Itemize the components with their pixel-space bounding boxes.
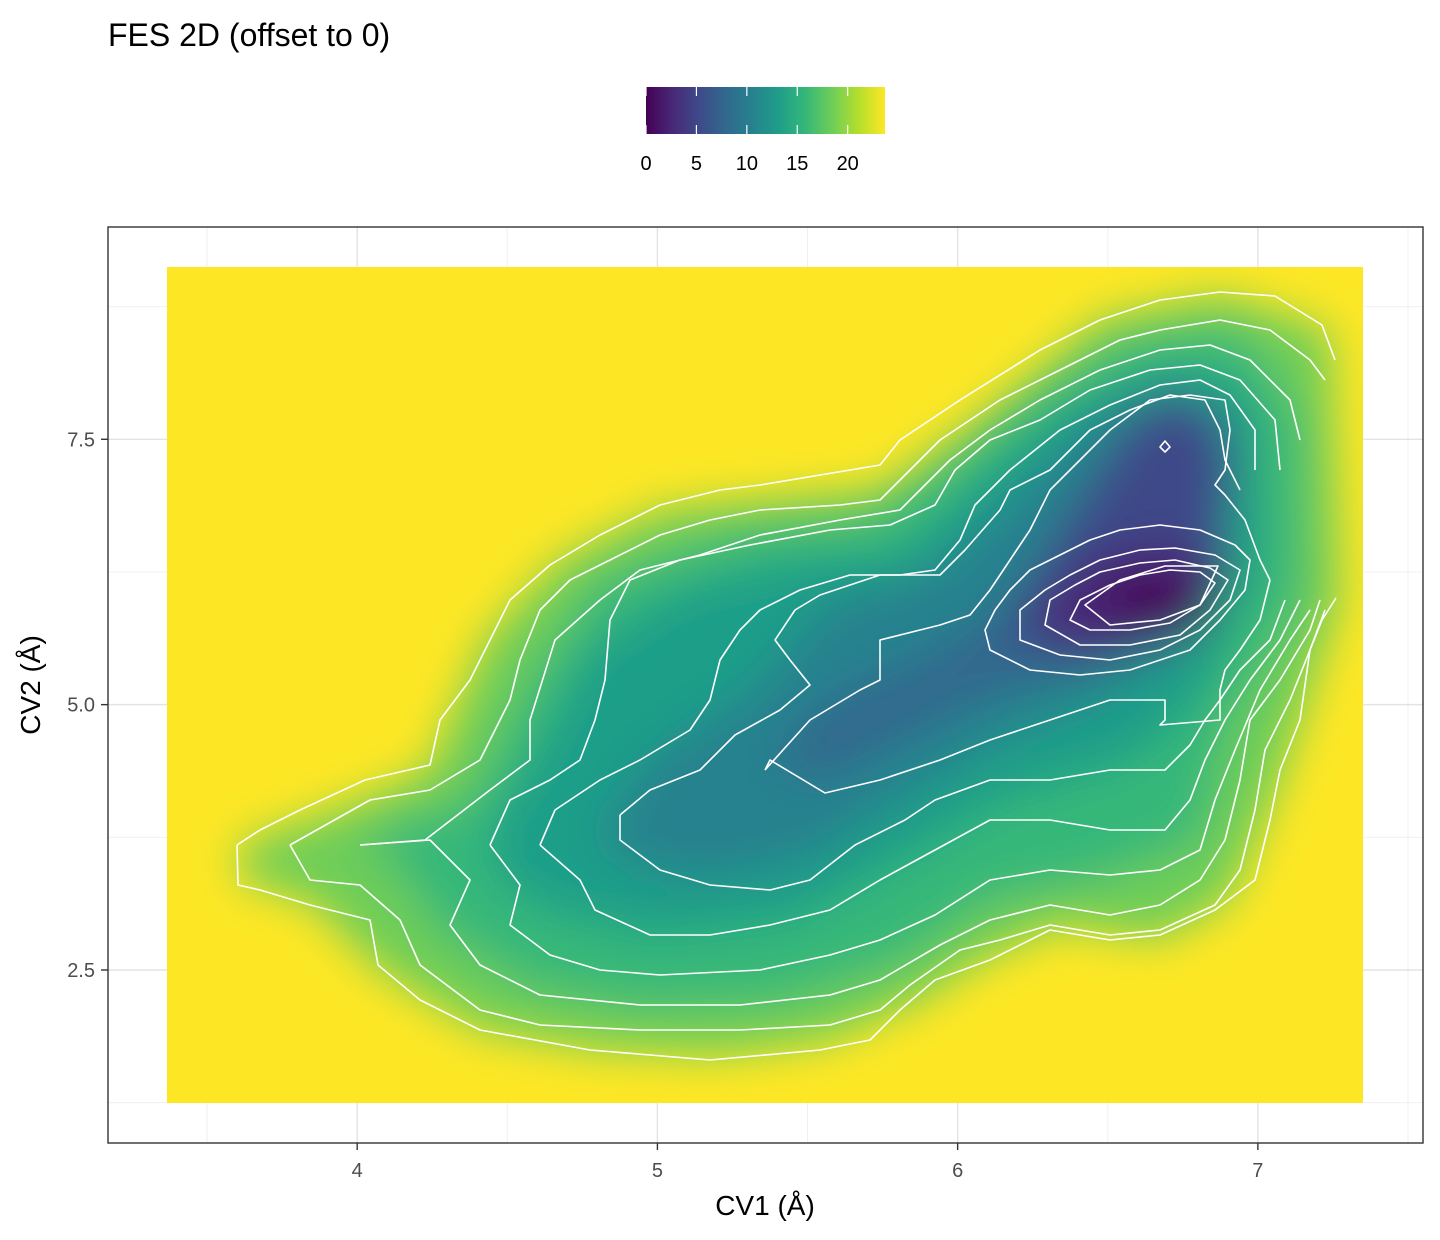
contour-line	[984, 524, 1251, 676]
colorbar-tick-label: 20	[837, 153, 859, 175]
fes-field	[240, 295, 1340, 1055]
x-tick-label: 6	[952, 1160, 963, 1182]
contour-line	[289, 319, 1326, 846]
contour-line	[1159, 440, 1171, 453]
contour-line	[1084, 565, 1219, 626]
contour-line	[489, 609, 1311, 976]
contour-lines	[236, 291, 1337, 1061]
x-axis-ticks: 4 5 6 7	[352, 1143, 1263, 1182]
contour-line	[1069, 569, 1216, 631]
plot-panel	[107, 226, 1424, 1144]
colorbar-legend: 0 5 10 15 20	[640, 87, 885, 175]
contour-line	[236, 597, 1337, 1061]
contour-line	[764, 394, 1271, 771]
x-axis-title: CV1 (Å)	[715, 1190, 815, 1221]
y-tick-label: 5.0	[67, 695, 95, 717]
colorbar-ticks	[645, 87, 849, 134]
colorbar-tick-label: 0	[640, 153, 651, 175]
colorbar	[646, 87, 885, 134]
panel-border	[107, 226, 1424, 1144]
contour-line	[619, 394, 1241, 816]
colorbar-tick-label: 5	[691, 153, 702, 175]
y-axis-title: CV2 (Å)	[15, 635, 46, 735]
contour-line	[1044, 559, 1229, 646]
y-tick-label: 2.5	[67, 960, 95, 982]
contour-line	[539, 599, 1301, 936]
y-tick-label: 7.5	[67, 429, 95, 451]
contour-line	[236, 291, 1336, 846]
contour-line	[359, 599, 1321, 1006]
fes-level-0	[1097, 576, 1213, 624]
contour-line	[489, 364, 1281, 846]
x-tick-label: 4	[352, 1160, 363, 1182]
contour-line	[359, 344, 1301, 846]
x-tick-label: 7	[1252, 1160, 1263, 1182]
colorbar-tick-label: 10	[736, 153, 758, 175]
contour-line	[1019, 547, 1241, 661]
colorbar-tick-label: 15	[786, 153, 808, 175]
contour-line	[764, 579, 1271, 794]
contour-line	[289, 609, 1326, 1031]
colorbar-labels: 0 5 10 15 20	[640, 153, 858, 175]
y-axis-ticks: 2.5 5.0 7.5	[67, 429, 108, 982]
chart-title: FES 2D (offset to 0)	[108, 17, 390, 53]
x-tick-label: 5	[652, 1160, 663, 1182]
